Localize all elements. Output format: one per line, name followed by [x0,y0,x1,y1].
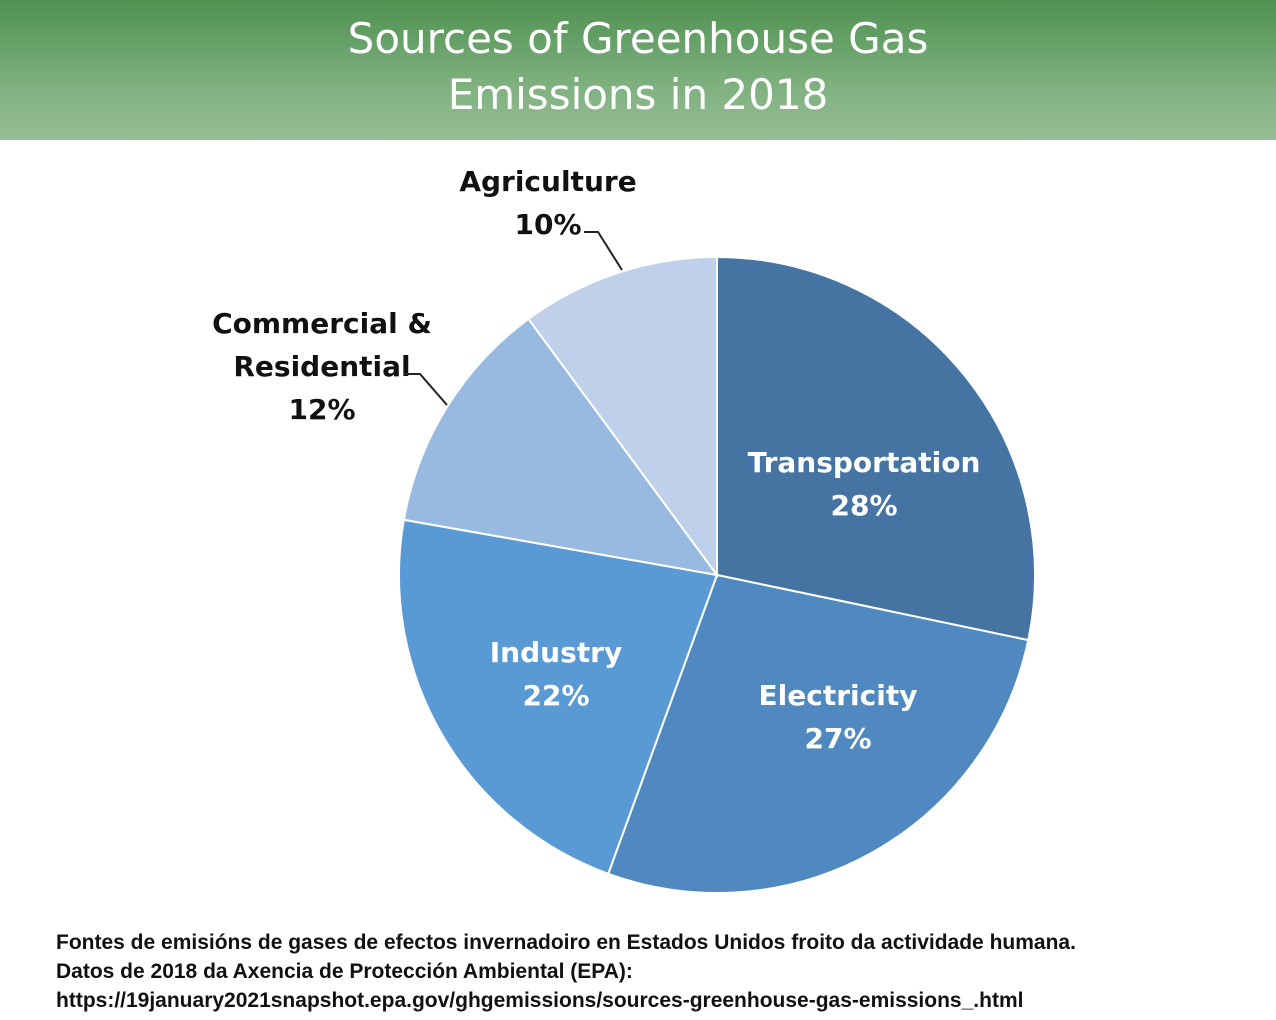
slice-percent-label: 28% [830,489,897,522]
slice-label-transportation: Transportation 28% [748,446,981,522]
pie-slice-industry [398,518,719,876]
slice-label-industry: Industry 22% [490,636,622,712]
caption-line-3[interactable]: https://19january2021snapshot.epa.gov/gh… [56,989,1024,1012]
slice-name-label: Residential [233,350,410,383]
chart-title-line-2: Emissions in 2018 [447,70,829,119]
leader-line-agriculture [584,231,623,271]
slice-name-label: Electricity [759,679,918,712]
slice-name-label: Agriculture [459,165,636,198]
slice-label-electricity: Electricity 27% [759,679,918,755]
caption-line-2: Datos de 2018 da Axencia de Protección A… [56,960,633,983]
slice-percent-label: 12% [288,393,355,426]
slice-name-label: Commercial & [212,307,432,340]
caption-line-1: Fontes de emisións de gases de efectos i… [56,931,1076,954]
chart-title-line-1: Sources of Greenhouse Gas [347,14,929,63]
pie-slice-electricity [606,573,1030,894]
slice-name-label: Industry [490,636,622,669]
slice-label-agriculture: Agriculture 10% [459,165,636,241]
slice-percent-label: 10% [514,208,581,241]
slice-label-commercial-residential: Commercial & Residential 12% [212,307,432,426]
pie-slice-agriculture [527,255,718,579]
pie-slice-commercial-residential [402,317,720,577]
title-banner: Sources of Greenhouse Gas Emissions in 2… [0,0,1276,140]
slice-percent-label: 22% [522,679,589,712]
pie-slice-transportation [716,255,1036,642]
leader-line-commercial-residential [404,373,448,406]
source-caption: Fontes de emisións de gases de efectos i… [56,928,1256,1015]
slice-name-label: Transportation [748,446,981,479]
slice-percent-label: 27% [804,722,871,755]
